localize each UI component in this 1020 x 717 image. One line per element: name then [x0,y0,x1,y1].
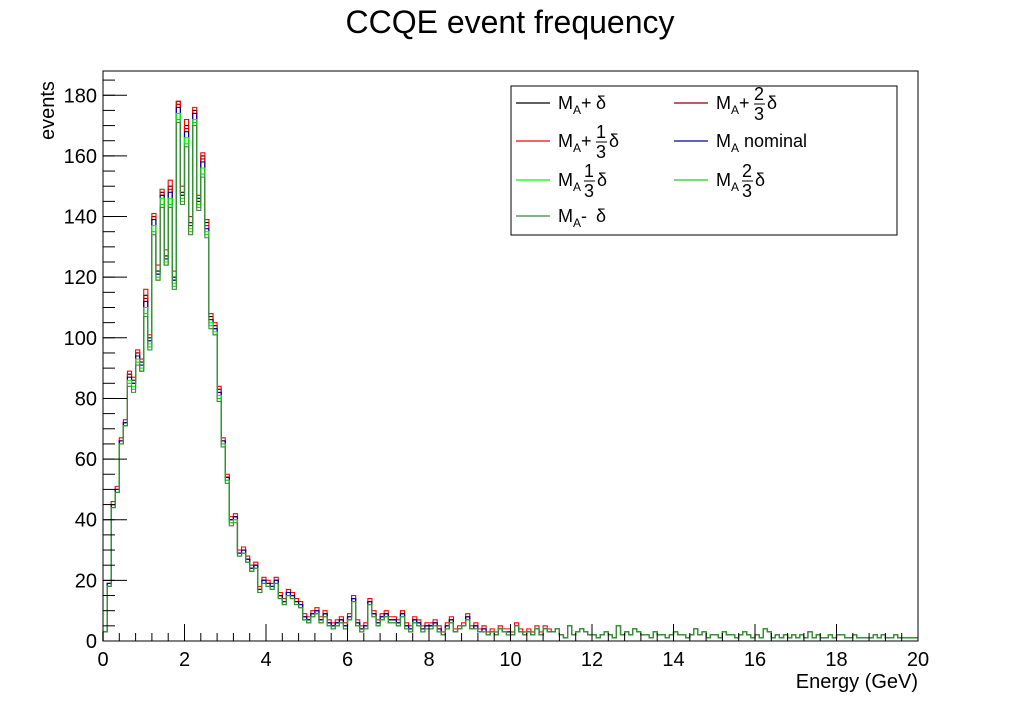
y-tick-label-4: 80 [75,388,97,410]
axes-layer: 0 2 4 6 8 10 12 14 16 18 2002040608010012014016018… [64,79,929,671]
legend-delta-5: δ [755,170,765,190]
chart-title: CCQE event frequency [345,4,674,40]
legend-label-6: MA- [558,206,587,230]
legend-fraction-num-2: 1 [596,122,606,142]
y-tick-label-1: 20 [75,570,97,592]
x-tick-label-1: 2 [179,649,190,671]
legend-label-3: MA nominal [716,131,807,155]
legend-label-0: MA+ [558,93,592,117]
legend-delta-0: δ [596,93,606,113]
x-tick-label-8: 16 [744,649,766,671]
legend-delta-1: δ [767,93,777,113]
legend-label-5: MA [716,170,739,194]
legend-label-4: MA [558,170,581,194]
x-tick-label-9: 18 [825,649,847,671]
legend-fraction-den-5: 3 [742,181,752,201]
legend-delta-2: δ [609,131,619,151]
legend-box [510,85,898,236]
x-tick-label-5: 10 [499,649,521,671]
y-tick-label-0: 0 [86,631,97,653]
legend-fraction-den-4: 3 [584,181,594,201]
x-tick-label-4: 8 [423,649,434,671]
legend-delta-4: δ [597,170,607,190]
legend-fraction-den-1: 3 [754,104,764,124]
x-tick-label-6: 12 [581,649,603,671]
legend-fraction-den-2: 3 [596,142,606,162]
y-tick-label-9: 180 [64,85,97,107]
y-tick-label-2: 40 [75,510,97,532]
legend-delta-6: δ [596,206,606,226]
legend-label-1: MA+ [716,93,750,117]
histogram-series-layer [102,100,918,641]
y-tick-label-7: 140 [64,207,97,229]
y-tick-label-5: 100 [64,328,97,350]
legend-fraction-num-1: 2 [754,84,764,104]
legend-label-2: MA+ [558,131,592,155]
x-axis-label: Energy (GeV) [796,671,918,693]
legend-fraction-num-4: 1 [584,161,594,181]
legend-fraction-num-5: 2 [742,161,752,181]
y-tick-label-8: 160 [64,146,97,168]
y-tick-label-3: 60 [75,449,97,471]
x-tick-label-0: 0 [97,649,108,671]
x-tick-label-7: 14 [662,649,684,671]
y-axis-label: events [37,81,59,140]
y-tick-label-6: 120 [64,267,97,289]
x-tick-label-10: 20 [907,649,929,671]
x-tick-label-3: 6 [342,649,353,671]
x-tick-label-2: 4 [260,649,271,671]
